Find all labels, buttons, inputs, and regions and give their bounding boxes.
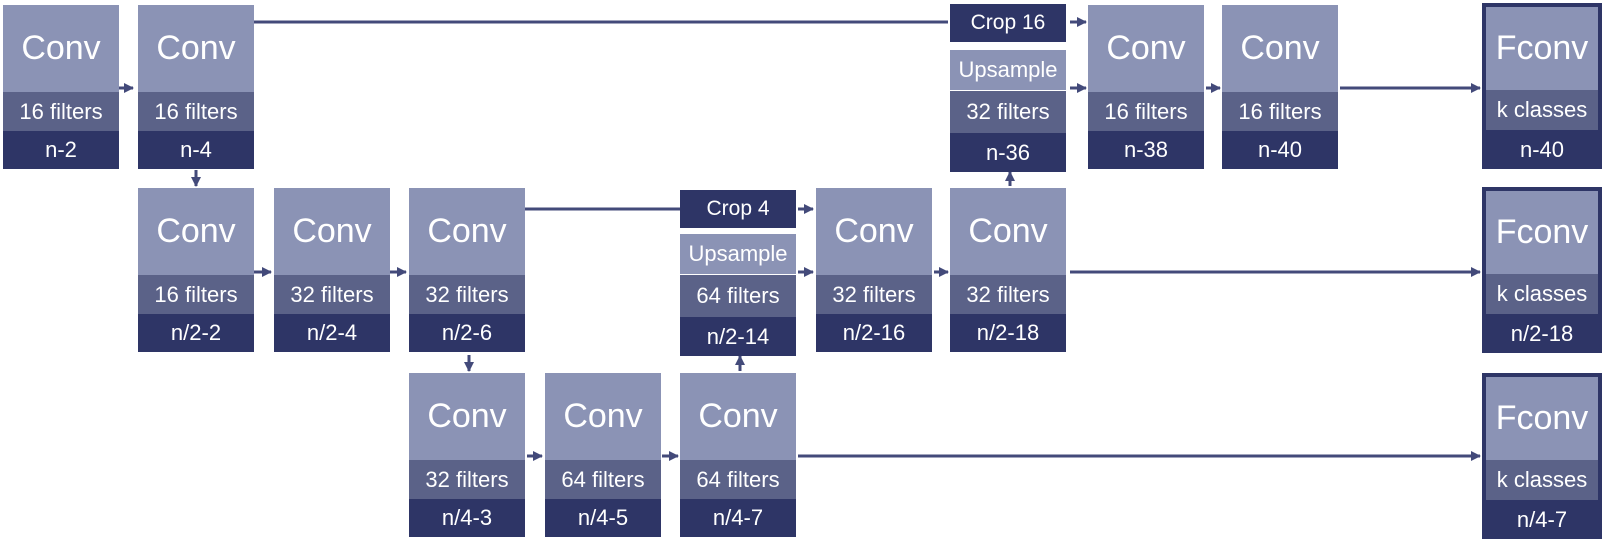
block-size: n/2-2 [138,314,254,352]
block-size: n/4-5 [545,499,661,537]
block-filters: 16 filters [138,275,254,314]
block-filters: 64 filters [545,460,661,499]
conv-block-r2c3: Conv 32 filters n/2-6 [409,188,525,352]
block-size: n-38 [1088,131,1204,169]
block-size: n-2 [3,131,119,169]
block-size: n/2-14 [680,317,796,356]
block-filters: 16 filters [1222,92,1338,131]
block-title: Conv [3,5,119,92]
upsample-block-r1: Upsample 32 filters n-36 [950,50,1066,172]
block-size: n-4 [138,131,254,169]
block-filters: k classes [1486,90,1598,130]
conv-block-r2c5: Conv 32 filters n/2-18 [950,188,1066,352]
conv-block-r2c4: Conv 32 filters n/2-16 [816,188,932,352]
fconv-block-r3: Fconv k classes n/4-7 [1482,373,1602,539]
block-size: n/2-4 [274,314,390,352]
conv-block-r2c1: Conv 16 filters n/2-2 [138,188,254,352]
block-filters: k classes [1486,274,1598,314]
block-filters: 16 filters [138,92,254,131]
block-filters: 32 filters [950,91,1066,133]
conv-block-r3c2: Conv 64 filters n/4-5 [545,373,661,537]
block-size: n-40 [1486,130,1598,169]
block-filters: 16 filters [1088,92,1204,131]
block-title: Conv [816,188,932,275]
block-title: Conv [545,373,661,460]
block-filters: 64 filters [680,460,796,499]
conv-block-r1c3: Conv 16 filters n-38 [1088,5,1204,169]
block-filters: 32 filters [409,275,525,314]
block-filters: 32 filters [409,460,525,499]
block-title: Conv [680,373,796,460]
crop16-box: Crop 16 [950,4,1066,42]
conv-block-r3c3: Conv 64 filters n/4-7 [680,373,796,537]
block-title: Conv [409,188,525,275]
block-title: Fconv [1486,7,1598,90]
block-filters: 32 filters [950,275,1066,314]
block-title: Fconv [1486,377,1598,460]
block-size: n/2-6 [409,314,525,352]
block-size: n/4-3 [409,499,525,537]
block-title: Conv [409,373,525,460]
block-size: n/2-18 [1486,314,1598,353]
block-title: Conv [950,188,1066,275]
block-size: n-40 [1222,131,1338,169]
block-title: Conv [138,5,254,92]
conv-block-r1c2: Conv 16 filters n-4 [138,5,254,169]
fconv-block-r2: Fconv k classes n/2-18 [1482,187,1602,353]
conv-block-r2c2: Conv 32 filters n/2-4 [274,188,390,352]
block-size: n-36 [950,133,1066,172]
block-filters: 32 filters [274,275,390,314]
block-title: Fconv [1486,191,1598,274]
block-title: Conv [1222,5,1338,92]
block-title: Conv [274,188,390,275]
block-size: n/2-18 [950,314,1066,352]
block-size: n/4-7 [1486,500,1598,539]
conv-block-r1c4: Conv 16 filters n-40 [1222,5,1338,169]
conv-block-r3c1: Conv 32 filters n/4-3 [409,373,525,537]
crop4-box: Crop 4 [680,190,796,228]
block-filters: 16 filters [3,92,119,131]
conv-block-r1c1: Conv 16 filters n-2 [3,5,119,169]
block-title: Upsample [680,234,796,274]
block-title: Conv [1088,5,1204,92]
block-filters: 32 filters [816,275,932,314]
block-title: Conv [138,188,254,275]
upsample-block-r2: Upsample 64 filters n/2-14 [680,234,796,356]
block-size: n/2-16 [816,314,932,352]
fconv-block-r1: Fconv k classes n-40 [1482,3,1602,169]
block-title: Upsample [950,50,1066,90]
block-size: n/4-7 [680,499,796,537]
block-filters: k classes [1486,460,1598,500]
block-filters: 64 filters [680,275,796,317]
